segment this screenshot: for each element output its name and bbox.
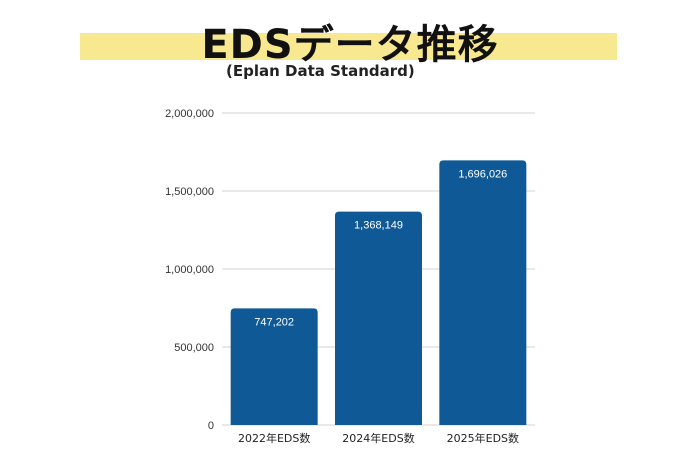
y-tick-label: 500,000 xyxy=(174,342,214,354)
data-label: 1,368,149 xyxy=(354,220,403,232)
page-title: EDSデータ推移 xyxy=(201,22,499,68)
bars xyxy=(230,160,527,426)
bar xyxy=(439,160,527,426)
category-label: 2025年EDS数 xyxy=(447,431,519,445)
y-axis-tick-labels: 0 500,000 1,000,000 1,500,000 2,000,000 xyxy=(165,108,214,432)
page-subtitle: (Eplan Data Standard) xyxy=(226,62,415,80)
title-highlight-band xyxy=(80,33,617,60)
y-tick-label: 1,000,000 xyxy=(165,264,214,276)
data-labels: 747,202 1,368,149 1,696,026 xyxy=(254,168,507,328)
data-label: 1,696,026 xyxy=(458,168,507,180)
y-tick-label: 0 xyxy=(208,420,214,432)
y-tick-label: 2,000,000 xyxy=(165,108,214,120)
bar xyxy=(230,308,318,425)
category-label: 2022年EDS数 xyxy=(238,431,310,445)
x-axis-category-labels: 2022年EDS数 2024年EDS数 2025年EDS数 xyxy=(238,431,519,445)
category-label: 2024年EDS数 xyxy=(342,431,414,445)
data-label: 747,202 xyxy=(254,316,294,328)
y-tick-label: 1,500,000 xyxy=(165,186,214,198)
bar xyxy=(335,211,422,425)
